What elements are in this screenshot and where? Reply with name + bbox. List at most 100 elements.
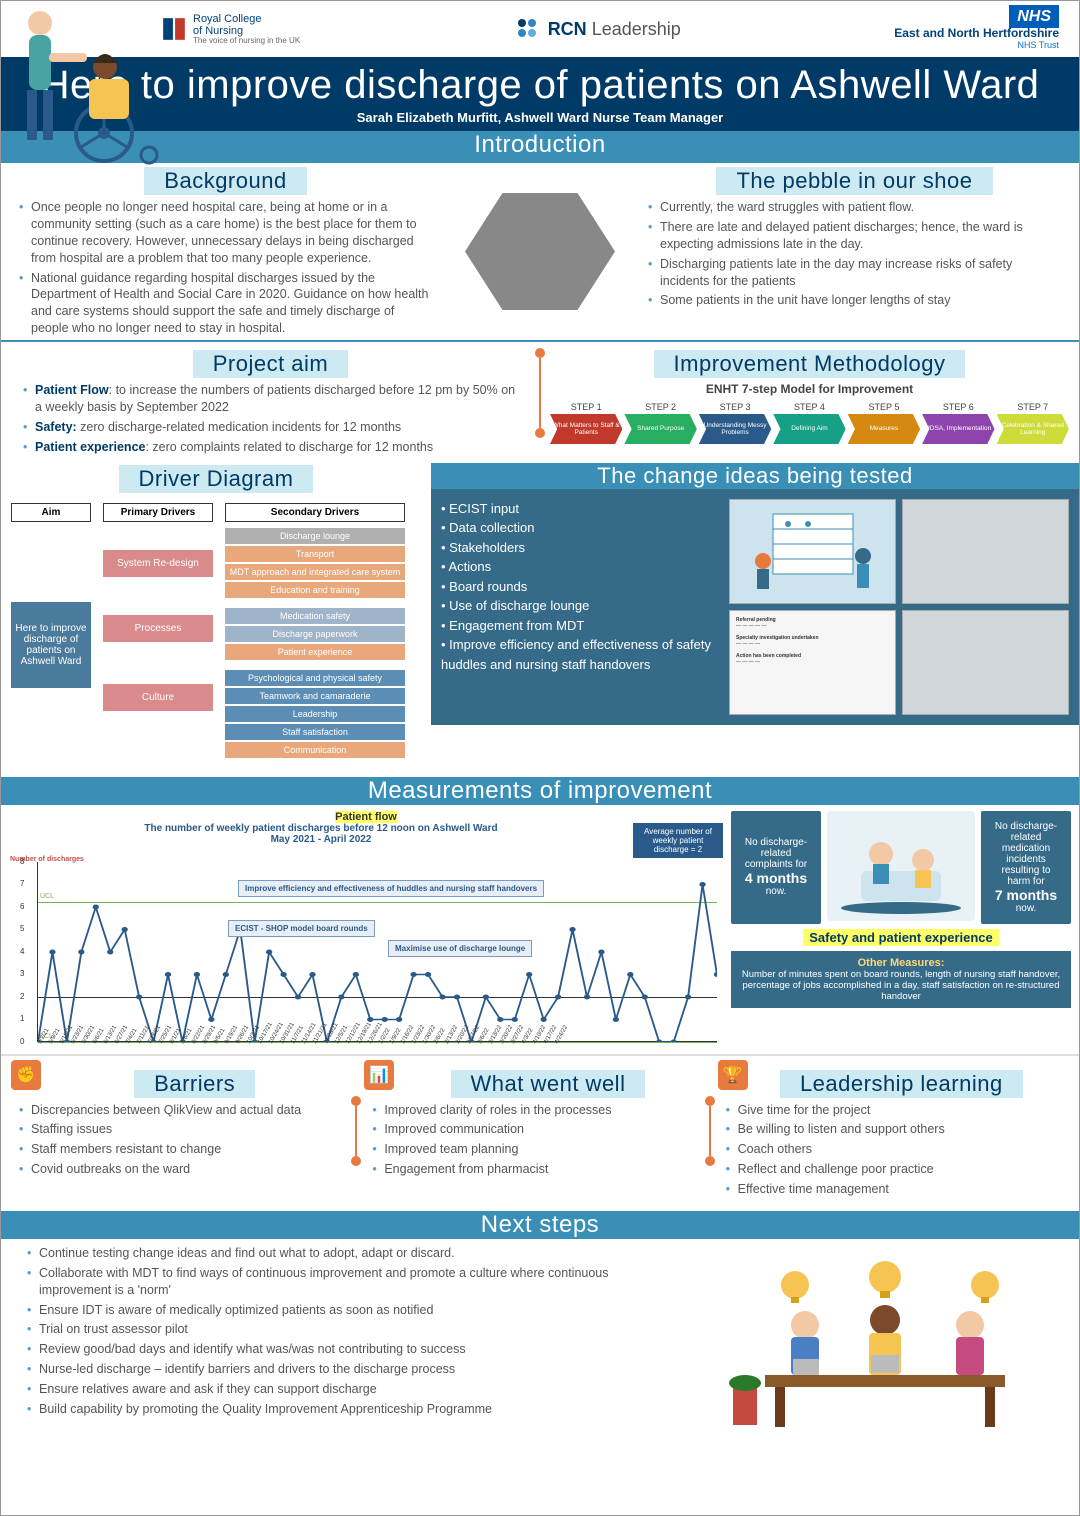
dd-hdr-secondary: Secondary Drivers [225,503,405,522]
whiteboard-photo: Referral pending— — — — —Specialty inves… [729,610,896,715]
dd-hdr-primary: Primary Drivers [103,503,213,522]
leadership-list: Give time for the projectBe willing to l… [722,1102,1065,1198]
list-item: Discrepancies between QlikView and actua… [19,1102,346,1119]
leadership-head: Leadership learning [780,1070,1023,1098]
badge-column: No discharge-related complaints for 4 mo… [731,811,1071,1048]
rcn2-word: Leadership [592,19,681,39]
list-item: Improved clarity of roles in the process… [372,1102,699,1119]
change-ideas-list: ECIST inputData collectionStakeholdersAc… [441,499,719,675]
change-idea: Board rounds [441,577,719,597]
nhs-logo: NHS East and North Hertfordshire NHS Tru… [894,8,1059,50]
primary-driver: System Re-design [103,550,213,577]
method-step: STEP 4Defining Aim [773,402,845,444]
driver-diagram: Aim Here to improve discharge of patient… [1,497,431,777]
method-step: STEP 6PDSA, Implementation [922,402,994,444]
change-idea: Use of discharge lounge [441,596,719,616]
pebble-head: The pebble in our shoe [716,167,992,195]
list-item: Improved team planning [372,1141,699,1158]
next-bar: Next steps [1,1211,1079,1239]
wentwell-list: Improved clarity of roles in the process… [368,1102,711,1179]
list-item: Build capability by promoting the Qualit… [27,1401,683,1418]
nurse-patient-illustration [827,811,975,921]
barriers-list: Discrepancies between QlikView and actua… [15,1102,358,1179]
three-column-row: ✊ Barriers Discrepancies between QlikVie… [1,1054,1079,1211]
illustration-planning [729,499,896,604]
method-step: STEP 7Celebration & Shared Learning [997,402,1069,444]
list-item: Patient experience: zero complaints rela… [23,439,518,456]
change-idea: Engagement from MDT [441,616,719,636]
nhs-badge: NHS [1009,5,1059,28]
list-item: Staffing issues [19,1121,346,1138]
fist-icon: ✊ [11,1060,41,1090]
connector-dots-3 [704,1096,716,1166]
change-idea: Data collection [441,518,719,538]
secondary-driver: Leadership [225,706,405,722]
list-item: There are late and delayed patient disch… [648,219,1061,253]
change-idea: Actions [441,557,719,577]
method-caption: ENHT 7-step Model for Improvement [550,382,1069,396]
photo-ward-1 [902,499,1069,604]
list-item: Patient Flow: to increase the numbers of… [23,382,518,416]
list-item: Effective time management [726,1181,1053,1198]
list-item: Collaborate with MDT to find ways of con… [27,1265,683,1299]
primary-driver: Culture [103,684,213,711]
list-item: Safety: zero discharge-related medicatio… [23,419,518,436]
secondary-driver: Transport [225,546,405,562]
primary-driver: Processes [103,615,213,642]
barriers-head: Barriers [134,1070,255,1098]
spe-header: Safety and patient experience [803,929,999,946]
background-head: Background [144,167,306,195]
secondary-driver: Psychological and physical safety [225,670,405,686]
intro-row: Background Once people no longer need ho… [1,159,1079,340]
flow-label: Patient flow [335,811,397,823]
list-item: Continue testing change ideas and find o… [27,1245,683,1262]
measure-bar: Measurements of improvement [1,777,1079,805]
change-images-grid: Referral pending— — — — —Specialty inves… [729,499,1069,715]
secondary-driver: Discharge paperwork [225,626,405,642]
method-head: Improvement Methodology [654,350,966,378]
chart-callout: Improve efficiency and effectiveness of … [238,880,544,897]
change-ideas-box: ECIST inputData collectionStakeholdersAc… [431,489,1079,725]
change-head: The change ideas being tested [431,463,1079,489]
list-item: Covid outbreaks on the ward [19,1161,346,1178]
method-step: STEP 5Measures [848,402,920,444]
list-item: Nurse-led discharge – identify barriers … [27,1361,683,1378]
chart-icon: 📊 [364,1060,394,1090]
list-item: Coach others [726,1141,1053,1158]
dd-aim-box: Here to improve discharge of patients on… [11,602,91,688]
secondary-driver: Discharge lounge [225,528,405,544]
chart-title: The number of weekly patient discharges … [9,823,633,834]
aim-row: Project aim Patient Flow: to increase th… [1,340,1079,463]
secondary-driver: Education and training [225,582,405,598]
chart-callout: ECIST - SHOP model board rounds [228,920,375,937]
rcn-sub: The voice of nursing in the UK [193,37,300,46]
method-step: STEP 3Understanding Messy Problems [699,402,771,444]
aim-list: Patient Flow: to increase the numbers of… [11,382,530,456]
list-item: Engagement from pharmacist [372,1161,699,1178]
list-item: Once people no longer need hospital care… [19,199,432,267]
list-item: Reflect and challenge poor practice [726,1161,1053,1178]
driver-change-row: Driver Diagram Aim Here to improve disch… [1,463,1079,777]
rcn2-prefix: RCN [548,19,587,39]
nhs-trust: East and North Hertfordshire [894,26,1059,40]
list-item: Some patients in the unit have longer le… [648,292,1061,309]
secondary-driver: Communication [225,742,405,758]
list-item: Currently, the ward struggles with patie… [648,199,1061,216]
wheelchair-illustration [9,5,169,165]
list-item: National guidance regarding hospital dis… [19,270,432,338]
secondary-driver: Staff satisfaction [225,724,405,740]
secondary-driver: Medication safety [225,608,405,624]
wentwell-col: 📊 What went well Improved clarity of rol… [368,1066,711,1201]
leadership-col: 🏆 Leadership learning Give time for the … [722,1066,1065,1201]
other-measures-box: Other Measures: Number of minutes spent … [731,951,1071,1008]
complaints-badge: No discharge-related complaints for 4 mo… [731,811,821,924]
change-idea: Stakeholders [441,538,719,558]
avg-box: Average number of weekly patient dischar… [633,823,723,858]
chart-subtitle: May 2021 - April 2022 [9,834,633,845]
driver-head: Driver Diagram [119,465,314,493]
rcn-line2: of Nursing [193,25,300,37]
hexagon-photo [450,163,630,340]
list-item: Review good/bad days and identify what w… [27,1341,683,1358]
dd-hdr-aim: Aim [11,503,91,522]
rcn-leadership-logo: RCN Leadership [514,15,681,43]
